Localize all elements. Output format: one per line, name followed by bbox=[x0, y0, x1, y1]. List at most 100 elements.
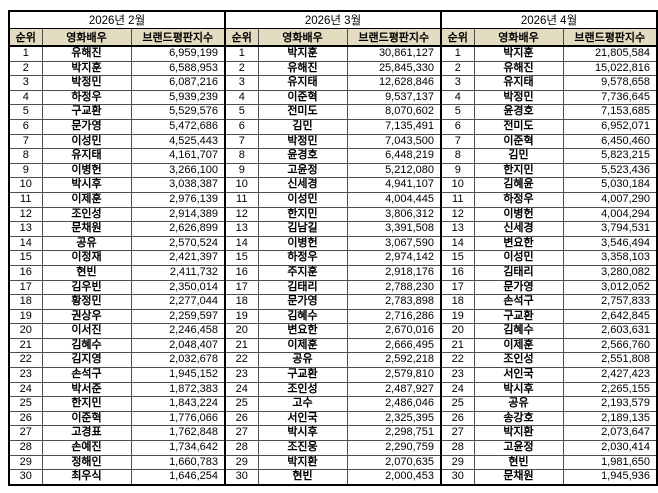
column-header-actor: 영화배우 bbox=[41, 28, 132, 47]
actor-name-cell: 이제훈 bbox=[41, 191, 132, 208]
table-row: 25 공유 2,193,579 bbox=[440, 396, 658, 412]
rank-cell: 15 bbox=[8, 250, 43, 266]
index-value-cell: 2,592,218 bbox=[346, 352, 442, 369]
index-value-cell: 2,421,397 bbox=[130, 250, 226, 266]
index-value-cell: 2,259,597 bbox=[130, 308, 226, 325]
index-value-cell: 30,861,127 bbox=[346, 45, 442, 62]
index-value-cell: 2,032,678 bbox=[130, 352, 226, 369]
index-value-cell: 3,266,100 bbox=[130, 162, 226, 179]
table-row: 4 박정민 7,736,645 bbox=[440, 89, 658, 106]
table-row: 10 박시후 3,038,387 bbox=[8, 177, 226, 193]
rank-cell: 26 bbox=[440, 410, 475, 427]
index-value-cell: 25,845,330 bbox=[346, 60, 442, 77]
index-value-cell: 2,974,142 bbox=[346, 250, 442, 266]
rank-cell: 5 bbox=[8, 104, 43, 120]
index-value-cell: 2,918,176 bbox=[346, 264, 442, 281]
table-row: 28 고윤정 2,030,414 bbox=[440, 440, 658, 456]
rank-cell: 7 bbox=[224, 133, 259, 150]
index-value-cell: 1,660,783 bbox=[130, 454, 226, 471]
index-value-cell: 3,794,531 bbox=[562, 221, 658, 237]
index-value-cell: 2,670,016 bbox=[346, 323, 442, 339]
rank-cell: 6 bbox=[8, 118, 43, 135]
actor-name-cell: 하정우 bbox=[41, 89, 132, 106]
rank-cell: 4 bbox=[8, 89, 43, 106]
table-row: 4 하정우 5,939,239 bbox=[8, 89, 226, 106]
rank-cell: 24 bbox=[224, 381, 259, 398]
rank-cell: 22 bbox=[8, 352, 43, 369]
index-value-cell: 2,603,631 bbox=[562, 323, 658, 339]
table-row: 24 박서준 1,872,383 bbox=[8, 381, 226, 398]
month-title: 2026년 4월 bbox=[440, 10, 658, 29]
index-value-cell: 9,537,137 bbox=[346, 89, 442, 106]
table-row: 22 김지영 2,032,678 bbox=[8, 352, 226, 369]
table-row: 26 송강호 2,189,135 bbox=[440, 410, 658, 427]
index-value-cell: 2,290,759 bbox=[346, 440, 442, 456]
rank-cell: 23 bbox=[440, 367, 475, 383]
actor-name-cell: 공유 bbox=[41, 235, 132, 252]
index-value-cell: 2,570,524 bbox=[130, 235, 226, 252]
rank-cell: 16 bbox=[8, 264, 43, 281]
index-value-cell: 3,806,312 bbox=[346, 206, 442, 223]
rank-cell: 23 bbox=[224, 367, 259, 383]
table-row: 24 박시후 2,265,155 bbox=[440, 381, 658, 398]
actor-name-cell: 이성민 bbox=[41, 133, 132, 150]
index-value-cell: 2,487,927 bbox=[346, 381, 442, 398]
table-body: 1 박지훈 30,861,127 2 유해진 25,845,330 3 유지태 12,628,8… bbox=[224, 45, 442, 486]
rank-cell: 13 bbox=[8, 221, 43, 237]
rank-cell: 28 bbox=[8, 440, 43, 456]
rank-cell: 10 bbox=[224, 177, 259, 193]
table-row: 5 전미도 8,070,602 bbox=[224, 104, 442, 120]
column-header-rank: 순위 bbox=[440, 28, 475, 47]
rank-cell: 16 bbox=[224, 264, 259, 281]
rank-cell: 14 bbox=[8, 235, 43, 252]
table-row: 3 박정민 6,087,216 bbox=[8, 75, 226, 91]
rank-cell: 22 bbox=[224, 352, 259, 369]
actor-name-cell: 조인성 bbox=[473, 352, 564, 369]
actor-name-cell: 주지훈 bbox=[257, 264, 348, 281]
index-value-cell: 2,265,155 bbox=[562, 381, 658, 398]
actor-name-cell: 현빈 bbox=[41, 264, 132, 281]
rank-cell: 11 bbox=[440, 191, 475, 208]
index-value-cell: 2,411,732 bbox=[130, 264, 226, 281]
table-row: 30 문채원 1,945,936 bbox=[440, 469, 658, 486]
rank-cell: 14 bbox=[224, 235, 259, 252]
actor-name-cell: 손예진 bbox=[41, 440, 132, 456]
index-value-cell: 6,952,071 bbox=[562, 118, 658, 135]
index-value-cell: 2,325,395 bbox=[346, 410, 442, 427]
actor-name-cell: 조진웅 bbox=[257, 440, 348, 456]
rank-cell: 4 bbox=[440, 89, 475, 106]
index-value-cell: 2,976,139 bbox=[130, 191, 226, 208]
column-header-index: 브랜드평판지수 bbox=[562, 28, 658, 47]
index-value-cell: 2,486,046 bbox=[346, 396, 442, 412]
rank-cell: 18 bbox=[224, 294, 259, 310]
index-value-cell: 2,757,833 bbox=[562, 294, 658, 310]
table-row: 23 손석구 1,945,152 bbox=[8, 367, 226, 383]
actor-name-cell: 박시후 bbox=[257, 425, 348, 442]
table-row: 14 변요한 3,546,494 bbox=[440, 235, 658, 252]
actor-name-cell: 문채원 bbox=[473, 469, 564, 486]
rank-cell: 3 bbox=[224, 75, 259, 91]
table-row: 8 김민 5,823,215 bbox=[440, 148, 658, 164]
rank-cell: 1 bbox=[8, 45, 43, 62]
actor-name-cell: 한지민 bbox=[473, 162, 564, 179]
index-value-cell: 2,551,808 bbox=[562, 352, 658, 369]
actor-name-cell: 전미도 bbox=[473, 118, 564, 135]
table-row: 8 유지태 4,161,707 bbox=[8, 148, 226, 164]
actor-name-cell: 유지태 bbox=[41, 148, 132, 164]
table-row: 18 황정민 2,277,044 bbox=[8, 294, 226, 310]
rank-cell: 14 bbox=[440, 235, 475, 252]
actor-name-cell: 박정민 bbox=[41, 75, 132, 91]
table-row: 29 현빈 1,981,650 bbox=[440, 454, 658, 471]
table-row: 21 이제훈 2,566,760 bbox=[440, 337, 658, 354]
actor-name-cell: 서인국 bbox=[473, 367, 564, 383]
column-header-index: 브랜드평판지수 bbox=[346, 28, 442, 47]
month-title-row: 2026년 2월 bbox=[8, 10, 226, 29]
month-title: 2026년 2월 bbox=[8, 10, 226, 29]
index-value-cell: 5,529,576 bbox=[130, 104, 226, 120]
table-row: 21 이제훈 2,666,495 bbox=[224, 337, 442, 354]
rank-cell: 8 bbox=[440, 148, 475, 164]
table-body: 1 박지훈 21,805,584 2 유해진 15,022,816 3 유지태 9,578,65… bbox=[440, 45, 658, 486]
table-body: 1 유해진 6,959,199 2 박지훈 6,588,953 3 박정민 6,087,216 4… bbox=[8, 45, 226, 486]
table-row: 29 정해인 1,660,783 bbox=[8, 454, 226, 471]
rank-cell: 20 bbox=[224, 323, 259, 339]
